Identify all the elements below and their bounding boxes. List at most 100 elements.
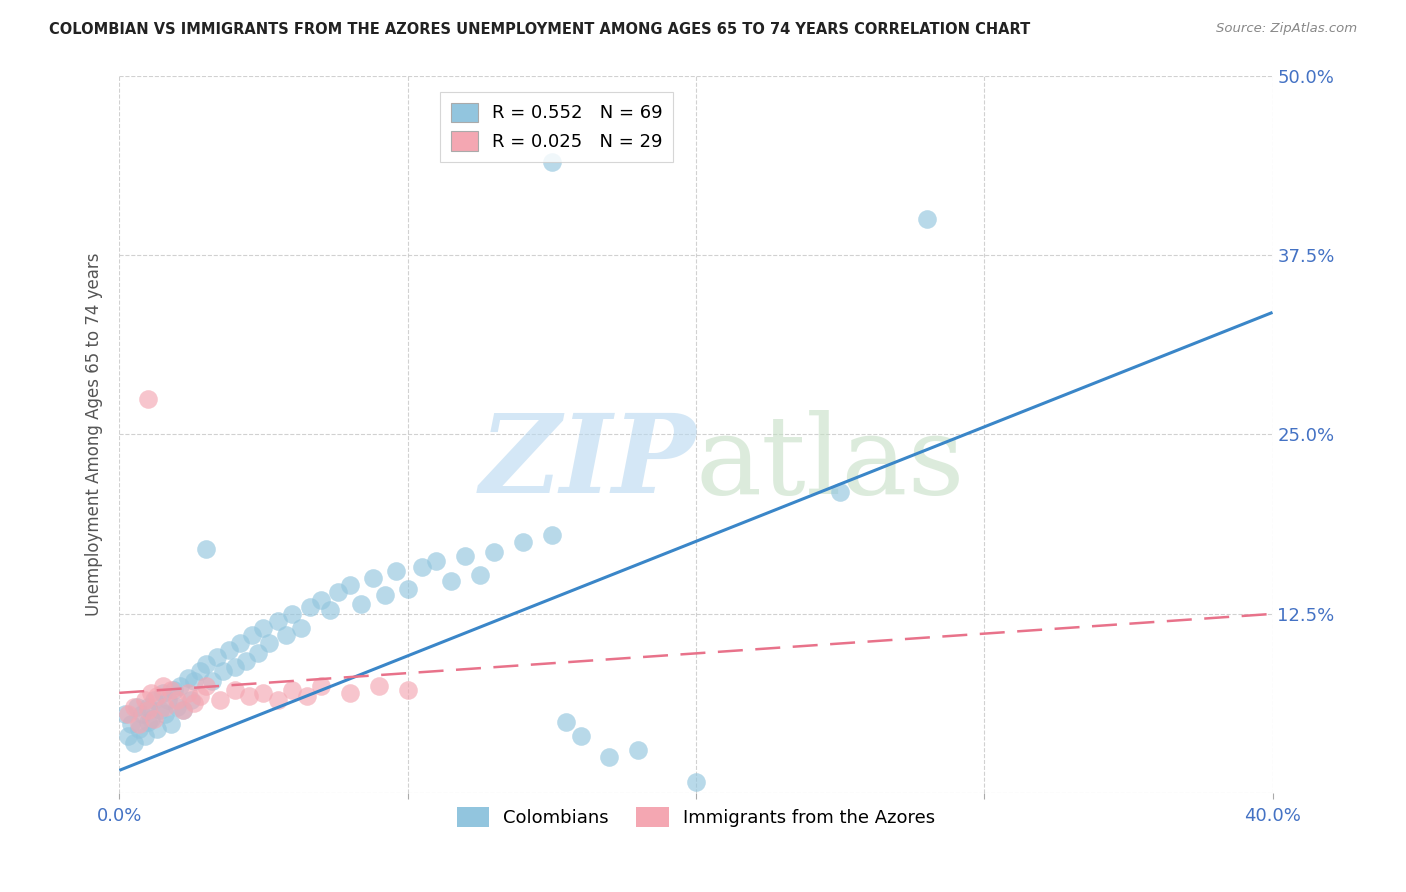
Point bbox=[207, 650, 229, 665]
Point bbox=[134, 693, 156, 707]
Point bbox=[828, 484, 851, 499]
Point bbox=[411, 559, 433, 574]
Y-axis label: Unemployment Among Ages 65 to 74 years: Unemployment Among Ages 65 to 74 years bbox=[86, 252, 103, 616]
Text: Source: ZipAtlas.com: Source: ZipAtlas.com bbox=[1216, 22, 1357, 36]
Point bbox=[183, 696, 205, 710]
Point bbox=[117, 707, 139, 722]
Point bbox=[240, 628, 263, 642]
Point bbox=[142, 712, 165, 726]
Point bbox=[169, 679, 191, 693]
Point bbox=[200, 674, 222, 689]
Point bbox=[180, 693, 202, 707]
Point bbox=[160, 717, 183, 731]
Point bbox=[454, 549, 477, 564]
Point bbox=[149, 703, 172, 717]
Point bbox=[267, 614, 290, 628]
Point bbox=[367, 679, 389, 693]
Legend: Colombians, Immigrants from the Azores: Colombians, Immigrants from the Azores bbox=[450, 800, 942, 835]
Point bbox=[915, 212, 938, 227]
Point bbox=[598, 750, 620, 764]
Point bbox=[440, 574, 463, 588]
Point bbox=[252, 686, 274, 700]
Text: ZIP: ZIP bbox=[479, 409, 696, 516]
Point bbox=[122, 736, 145, 750]
Point bbox=[361, 571, 384, 585]
Point bbox=[246, 646, 269, 660]
Point bbox=[252, 621, 274, 635]
Point bbox=[238, 689, 260, 703]
Point bbox=[188, 665, 211, 679]
Point bbox=[468, 568, 491, 582]
Point bbox=[209, 693, 232, 707]
Point bbox=[152, 686, 174, 700]
Point bbox=[160, 683, 183, 698]
Point bbox=[257, 635, 280, 649]
Point bbox=[139, 686, 162, 700]
Point bbox=[540, 528, 562, 542]
Point bbox=[172, 703, 194, 717]
Point bbox=[120, 717, 142, 731]
Point bbox=[295, 689, 318, 703]
Point bbox=[152, 679, 174, 693]
Point bbox=[555, 714, 578, 729]
Point bbox=[224, 660, 246, 674]
Point bbox=[122, 700, 145, 714]
Point bbox=[128, 717, 150, 731]
Point bbox=[218, 642, 240, 657]
Point bbox=[281, 683, 304, 698]
Point bbox=[569, 729, 592, 743]
Point bbox=[276, 628, 298, 642]
Point bbox=[188, 689, 211, 703]
Point bbox=[166, 693, 188, 707]
Point bbox=[267, 693, 290, 707]
Point bbox=[194, 657, 217, 672]
Point bbox=[339, 578, 361, 592]
Point bbox=[183, 674, 205, 689]
Text: COLOMBIAN VS IMMIGRANTS FROM THE AZORES UNEMPLOYMENT AMONG AGES 65 TO 74 YEARS C: COLOMBIAN VS IMMIGRANTS FROM THE AZORES … bbox=[49, 22, 1031, 37]
Point bbox=[298, 599, 321, 614]
Point bbox=[224, 683, 246, 698]
Point bbox=[128, 722, 150, 736]
Point bbox=[425, 554, 447, 568]
Point bbox=[177, 686, 200, 700]
Point bbox=[512, 535, 534, 549]
Point bbox=[131, 707, 153, 722]
Point bbox=[136, 392, 159, 406]
Point bbox=[328, 585, 350, 599]
Point bbox=[166, 700, 188, 714]
Point bbox=[685, 775, 707, 789]
Point bbox=[163, 683, 186, 698]
Point bbox=[177, 672, 200, 686]
Point bbox=[194, 679, 217, 693]
Point bbox=[134, 729, 156, 743]
Point bbox=[136, 714, 159, 729]
Point bbox=[172, 703, 194, 717]
Point bbox=[235, 654, 257, 668]
Point bbox=[396, 582, 419, 597]
Text: atlas: atlas bbox=[696, 409, 966, 516]
Point bbox=[540, 154, 562, 169]
Point bbox=[136, 703, 159, 717]
Point bbox=[142, 693, 165, 707]
Point bbox=[117, 729, 139, 743]
Point bbox=[114, 707, 136, 722]
Point bbox=[373, 588, 395, 602]
Point bbox=[627, 743, 650, 757]
Point bbox=[385, 564, 408, 578]
Point bbox=[145, 722, 167, 736]
Point bbox=[482, 545, 505, 559]
Point bbox=[396, 683, 419, 698]
Point bbox=[281, 607, 304, 621]
Point bbox=[309, 592, 332, 607]
Point bbox=[155, 707, 177, 722]
Point bbox=[194, 542, 217, 557]
Point bbox=[136, 700, 159, 714]
Point bbox=[339, 686, 361, 700]
Point bbox=[155, 700, 177, 714]
Point bbox=[139, 712, 162, 726]
Point bbox=[145, 689, 167, 703]
Point bbox=[157, 693, 180, 707]
Point bbox=[350, 597, 373, 611]
Point bbox=[125, 700, 148, 714]
Point bbox=[309, 679, 332, 693]
